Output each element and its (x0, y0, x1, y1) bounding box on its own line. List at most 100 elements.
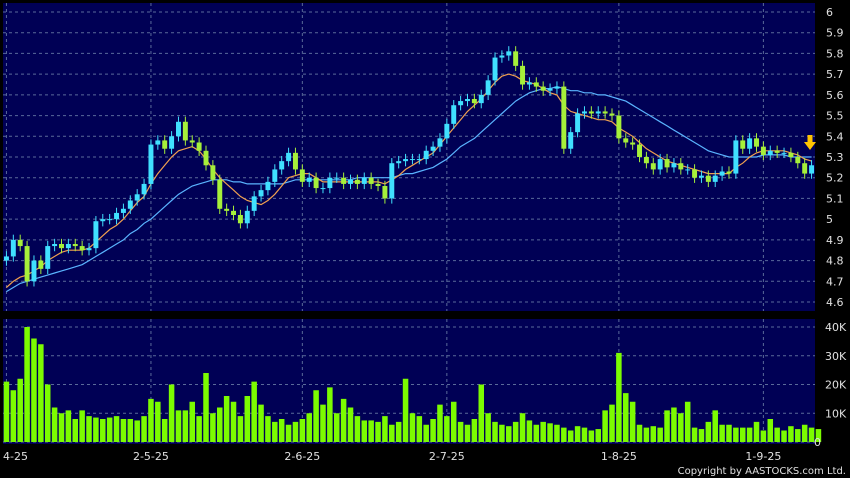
volume-bar (402, 378, 409, 442)
volume-bar (299, 419, 306, 442)
price-tick-label: 4.6 (826, 296, 844, 309)
volume-bar (499, 424, 505, 442)
volume-bar (561, 427, 567, 442)
volume-bar (519, 413, 526, 442)
volume-bar (237, 416, 244, 442)
volume-tick-label: 0 (814, 436, 821, 449)
candle-body (258, 190, 264, 197)
volume-bar (636, 424, 643, 442)
candle-body (444, 123, 450, 139)
price-tick-label: 5.7 (826, 68, 844, 81)
volume-bar (774, 427, 780, 442)
volume-bar (10, 390, 17, 442)
date-tick-label: 1-9-25 (745, 450, 781, 463)
candle-body (526, 82, 532, 85)
candle-body (471, 99, 477, 104)
candle-body (774, 150, 780, 153)
volume-bar (416, 416, 423, 442)
volume-bar (354, 416, 361, 442)
volume-bar (155, 401, 161, 442)
moving-averages (5, 73, 812, 293)
candle-body (107, 219, 113, 221)
volume-bar (86, 416, 92, 442)
candle-body (650, 163, 656, 170)
candle-body (175, 121, 181, 137)
volume-bar (815, 429, 822, 442)
candle-body (45, 246, 51, 269)
volume-bar (512, 421, 519, 442)
candle-body (437, 138, 443, 147)
volume-bar (457, 421, 464, 442)
volume-tick-label: 40K (825, 321, 847, 334)
candlesticks (3, 46, 815, 287)
volume-bar (712, 410, 718, 442)
volume-bar (361, 420, 368, 442)
candle-body (134, 194, 140, 201)
candle-body (114, 212, 120, 220)
volume-bar (437, 404, 443, 442)
volume-bar (113, 416, 120, 442)
candle-body (279, 161, 285, 170)
volume-bar (79, 410, 85, 442)
volume-bar (17, 378, 23, 442)
candle-body (141, 183, 147, 195)
candle-body (540, 86, 546, 91)
candle-body (451, 105, 457, 124)
candle-body (705, 175, 711, 182)
volume-bar (657, 427, 663, 442)
volume-bar (292, 421, 299, 442)
volume-bar (581, 427, 588, 442)
volume-bar (272, 421, 278, 442)
volume-tick-label: 20K (825, 379, 847, 392)
candle-body (588, 111, 594, 114)
candle-body (581, 111, 587, 114)
candle-body (265, 181, 271, 191)
volume-bar (746, 427, 753, 442)
price-tick-label: 5.3 (826, 151, 844, 164)
price-tick-label: 5.6 (826, 89, 844, 102)
volume-bar (643, 427, 650, 442)
candle-body (409, 159, 415, 161)
volume-bar (588, 430, 595, 442)
volume-bar (671, 407, 677, 442)
volume-axis-labels: 0 10K 20K 30K 40K (814, 321, 847, 449)
volume-bars (3, 327, 822, 442)
candle-body (375, 183, 381, 186)
price-axis-labels: 4.6 4.7 4.8 4.9 5 5.1 5.2 5.3 5.4 5.5 5.6 5.7 5.8 5.9… (826, 6, 844, 309)
candle-body (368, 177, 374, 184)
volume-tick-label: 10K (825, 407, 847, 420)
volume-bar (801, 424, 808, 442)
volume-bar (100, 419, 106, 442)
date-tick-label: 1-8-25 (601, 450, 637, 463)
volume-bar (629, 401, 636, 442)
volume-bar (444, 416, 450, 442)
short-moving-average-line (5, 73, 812, 288)
volume-bar (51, 407, 58, 442)
candle-body (10, 239, 16, 257)
date-tick-label: 2-7-25 (429, 450, 465, 463)
volume-bar (148, 398, 154, 442)
volume-bar (327, 387, 333, 442)
candle-body (169, 136, 175, 149)
date-axis-labels: 4-25 2-5-25 2-6-25 2-7-25 1-8-25 1-9-25 (3, 450, 781, 463)
price-tick-label: 4.7 (826, 275, 844, 288)
volume-bar (719, 424, 725, 442)
long-moving-average-line (6, 85, 812, 293)
volume-bar (684, 401, 691, 442)
candle-body (513, 51, 519, 66)
volume-bar (733, 427, 739, 442)
volume-bar (781, 430, 787, 442)
candle-body (568, 132, 574, 149)
candle-body (341, 177, 347, 184)
volume-bar (306, 413, 312, 442)
candle-body (224, 208, 230, 211)
candle-body (292, 152, 298, 170)
volume-bar (540, 421, 546, 442)
volume-bar (767, 419, 774, 442)
price-tick-label: 5.4 (826, 130, 844, 143)
candle-body (286, 152, 292, 162)
candle-body (210, 165, 216, 180)
candle-body (79, 246, 85, 251)
volume-bar (182, 410, 189, 442)
volume-bar (389, 424, 395, 442)
